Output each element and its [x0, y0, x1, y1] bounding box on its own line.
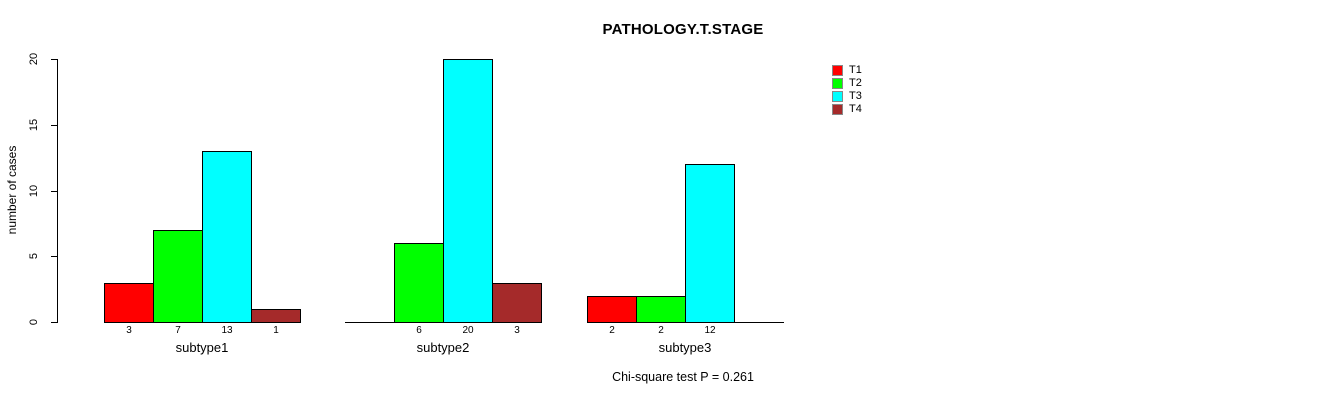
- y-tick-label: 5: [28, 253, 40, 260]
- bar-value-label: 3: [514, 325, 520, 336]
- bar-T3-subtype2: [443, 59, 493, 323]
- bar-value-label: 2: [658, 325, 664, 336]
- bar-value-label: 7: [175, 325, 181, 336]
- bar-value-label: 3: [126, 325, 132, 336]
- legend-swatch-T1: [832, 65, 843, 76]
- bar-T2-subtype1: [153, 230, 203, 323]
- bar-value-label: 1: [273, 325, 279, 336]
- category-label-subtype1: subtype1: [175, 340, 229, 355]
- legend: T1 T2 T3 T4: [832, 64, 862, 116]
- legend-label: T3: [849, 90, 862, 102]
- y-tick-label: 20: [28, 52, 40, 66]
- bar-T2-subtype3: [636, 296, 686, 323]
- legend-swatch-T2: [832, 78, 843, 89]
- legend-label: T4: [849, 103, 862, 115]
- y-tick-label: 15: [28, 118, 40, 131]
- category-label-subtype2: subtype2: [416, 340, 470, 355]
- y-tick-mark: [51, 124, 57, 126]
- legend-item-T3: T3: [832, 90, 862, 103]
- bar-T3-subtype1: [202, 151, 252, 323]
- zero-bar-T4-subtype3: [734, 322, 784, 323]
- bar-value-label: 6: [416, 325, 422, 336]
- zero-bar-T1-subtype2: [345, 322, 395, 323]
- y-axis-line: [57, 59, 58, 323]
- legend-label: T2: [849, 77, 862, 89]
- legend-item-T2: T2: [832, 77, 862, 90]
- y-tick-mark: [51, 190, 57, 192]
- legend-swatch-T3: [832, 91, 843, 102]
- y-tick-mark: [51, 322, 57, 323]
- chart-title: PATHOLOGY.T.STAGE: [602, 21, 764, 38]
- bar-T1-subtype3: [587, 296, 637, 323]
- bar-T3-subtype3: [685, 164, 735, 323]
- bar-T1-subtype1: [104, 283, 154, 323]
- bar-value-label: 2: [609, 325, 615, 336]
- bar-T4-subtype1: [251, 309, 301, 323]
- legend-item-T4: T4: [832, 103, 862, 116]
- y-tick-label: 10: [28, 184, 40, 197]
- bar-T2-subtype2: [394, 243, 444, 323]
- bar-T4-subtype2: [492, 283, 542, 323]
- bar-value-label: 12: [704, 325, 716, 336]
- bar-value-label: 20: [462, 325, 474, 336]
- y-tick-label: 0: [28, 318, 40, 326]
- chi-square-annotation: Chi-square test P = 0.261: [612, 370, 754, 384]
- legend-swatch-T4: [832, 104, 843, 115]
- y-tick-mark: [51, 256, 57, 258]
- legend-label: T1: [849, 64, 862, 76]
- bar-value-label: 13: [221, 325, 233, 336]
- y-tick-mark: [51, 59, 57, 60]
- category-label-subtype3: subtype3: [658, 340, 712, 355]
- legend-item-T1: T1: [832, 64, 862, 77]
